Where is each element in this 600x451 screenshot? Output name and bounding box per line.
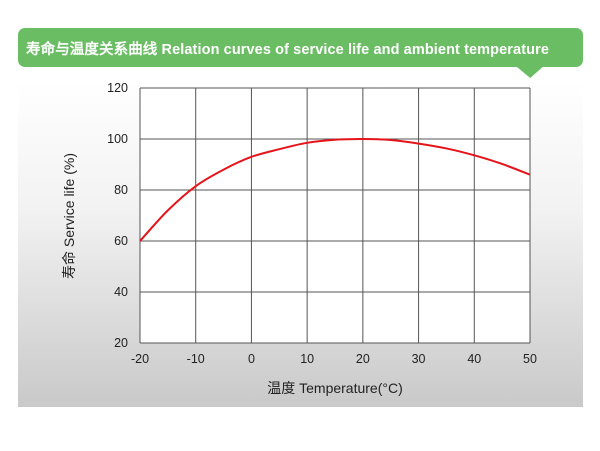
x-tick-label: 20 — [356, 352, 370, 366]
y-tick-label: 120 — [107, 81, 128, 95]
chart-title: 寿命与温度关系曲线 Relation curves of service lif… — [26, 42, 549, 58]
title-banner: 寿命与温度关系曲线 Relation curves of service lif… — [18, 28, 583, 67]
series-line — [139, 137, 531, 242]
y-tick-label: 60 — [114, 234, 128, 248]
y-tick-label: 100 — [107, 132, 128, 146]
x-tick-label: 40 — [467, 352, 481, 366]
x-tick-label: 50 — [523, 352, 537, 366]
grid — [139, 87, 531, 344]
x-tick-label: -10 — [187, 352, 205, 366]
x-tick-label: 0 — [248, 352, 255, 366]
x-tick-label: 30 — [412, 352, 426, 366]
y-axis-label: 寿命 Service life (%) — [61, 153, 77, 279]
y-tick-label: 80 — [114, 183, 128, 197]
x-axis-label: 温度 Temperature(°C) — [267, 380, 403, 396]
y-tick-label: 20 — [114, 336, 128, 350]
x-tick-label: -20 — [131, 352, 149, 366]
y-ticks: 20 40 60 80 100 120 — [107, 81, 128, 350]
y-tick-label: 40 — [114, 285, 128, 299]
x-tick-label: 10 — [300, 352, 314, 366]
plot-area — [140, 88, 530, 343]
x-ticks: -20 -10 0 10 20 30 40 50 — [131, 352, 537, 366]
